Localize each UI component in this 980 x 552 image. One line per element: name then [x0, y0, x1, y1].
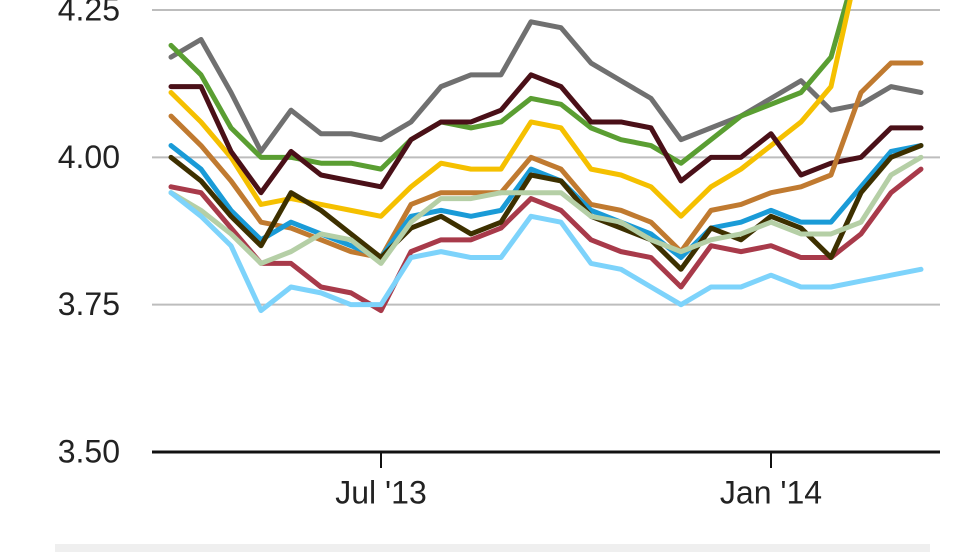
series-line — [168, 166, 924, 314]
y-tick-label: 4.00 — [58, 139, 120, 175]
plot-area — [168, 0, 924, 314]
series-line — [168, 60, 924, 261]
series-line — [168, 72, 924, 196]
series-line — [168, 143, 924, 261]
series-line — [168, 143, 924, 272]
series-line — [168, 190, 924, 314]
y-tick-label: 3.75 — [58, 286, 120, 322]
series-line — [168, 19, 924, 154]
y-tick-label: 3.50 — [58, 433, 120, 469]
series-line — [168, 0, 853, 219]
x-tick-label: Jul '13 — [335, 474, 427, 510]
x-tick-label: Jan '14 — [720, 474, 822, 510]
y-tick-label: 4.25 — [58, 0, 120, 27]
series-line — [168, 154, 924, 266]
footer-bar — [55, 544, 930, 552]
